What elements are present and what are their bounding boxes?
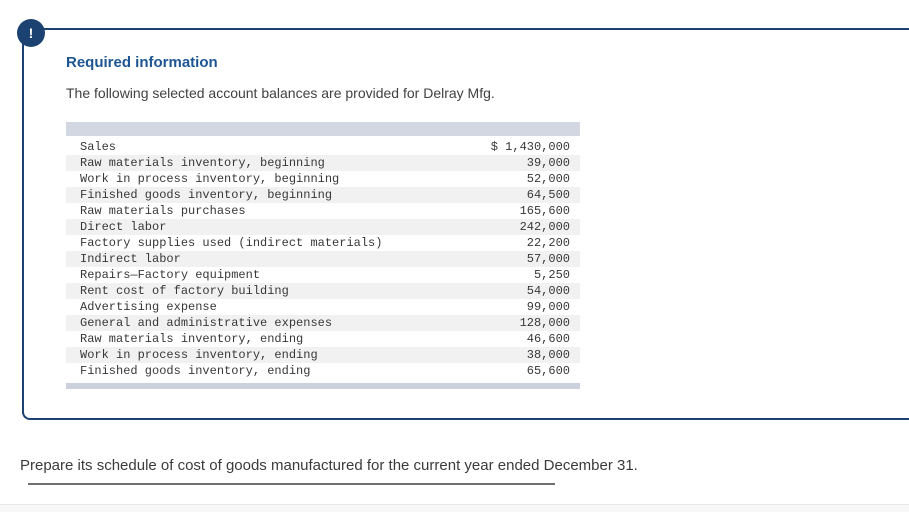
account-value: $ 1,430,000 bbox=[490, 140, 570, 154]
account-value: 65,600 bbox=[526, 364, 570, 378]
table-row: Raw materials inventory, beginning 39,000 bbox=[66, 155, 580, 171]
account-value: 5,250 bbox=[533, 268, 570, 282]
task-prompt-text: Prepare its schedule of cost of goods ma… bbox=[20, 457, 638, 474]
table-row: Rent cost of factory building 54,000 bbox=[66, 283, 580, 299]
intro-text: The following selected account balances … bbox=[66, 85, 495, 101]
account-value: 99,000 bbox=[526, 300, 570, 314]
table-footer-bar bbox=[66, 383, 580, 389]
account-label: Raw materials inventory, ending bbox=[80, 332, 304, 346]
account-label: Work in process inventory, ending bbox=[80, 348, 318, 362]
account-label: Repairs—Factory equipment bbox=[80, 268, 261, 282]
account-label: Raw materials inventory, beginning bbox=[80, 156, 325, 170]
required-information-heading: Required information bbox=[66, 54, 218, 71]
account-table-rows: Sales $ 1,430,000 Raw materials inventory,… bbox=[66, 139, 580, 379]
account-label: Advertising expense bbox=[80, 300, 217, 314]
account-value: 22,200 bbox=[526, 236, 570, 250]
account-label: Direct labor bbox=[80, 220, 167, 234]
table-row: Finished goods inventory, beginning 64,50… bbox=[66, 187, 580, 203]
table-row: Indirect labor 57,000 bbox=[66, 251, 580, 267]
table-row: Sales $ 1,430,000 bbox=[66, 139, 580, 155]
table-row: General and administrative expenses 128,0… bbox=[66, 315, 580, 331]
account-value: 39,000 bbox=[526, 156, 570, 170]
account-value: 46,600 bbox=[526, 332, 570, 346]
account-label: Finished goods inventory, ending bbox=[80, 364, 311, 378]
account-label: Raw materials purchases bbox=[80, 204, 246, 218]
required-information-panel: Required information The following selec… bbox=[22, 28, 909, 420]
account-value: 64,500 bbox=[526, 188, 570, 202]
account-label: Factory supplies used (indirect material… bbox=[80, 236, 383, 250]
account-value: 128,000 bbox=[519, 316, 570, 330]
account-value: 57,000 bbox=[526, 252, 570, 266]
account-label: Sales bbox=[80, 140, 117, 154]
table-row: Raw materials purchases 165,600 bbox=[66, 203, 580, 219]
table-row: Work in process inventory, ending 38,000 bbox=[66, 347, 580, 363]
table-row: Work in process inventory, beginning 52,0… bbox=[66, 171, 580, 187]
account-label: Finished goods inventory, beginning bbox=[80, 188, 333, 202]
table-row: Repairs—Factory equipment 5,250 bbox=[66, 267, 580, 283]
table-row: Finished goods inventory, ending 65,600 bbox=[66, 363, 580, 379]
table-row: Advertising expense 99,000 bbox=[66, 299, 580, 315]
account-value: 52,000 bbox=[526, 172, 570, 186]
panel-content: Required information The following selec… bbox=[24, 30, 909, 389]
account-value: 165,600 bbox=[519, 204, 570, 218]
table-header-bar bbox=[66, 122, 580, 136]
answer-underline bbox=[28, 483, 555, 485]
table-row: Raw materials inventory, ending 46,600 bbox=[66, 331, 580, 347]
account-balances-table: Sales $ 1,430,000 Raw materials inventory,… bbox=[66, 122, 580, 389]
account-label: General and administrative expenses bbox=[80, 316, 333, 330]
page-bottom-strip bbox=[0, 504, 909, 512]
account-value: 38,000 bbox=[526, 348, 570, 362]
table-row: Factory supplies used (indirect material… bbox=[66, 235, 580, 251]
alert-exclamation-icon: ! bbox=[17, 19, 45, 47]
account-value: 54,000 bbox=[526, 284, 570, 298]
account-label: Work in process inventory, beginning bbox=[80, 172, 340, 186]
account-label: Indirect labor bbox=[80, 252, 181, 266]
account-label: Rent cost of factory building bbox=[80, 284, 289, 298]
account-value: 242,000 bbox=[519, 220, 570, 234]
table-row: Direct labor 242,000 bbox=[66, 219, 580, 235]
